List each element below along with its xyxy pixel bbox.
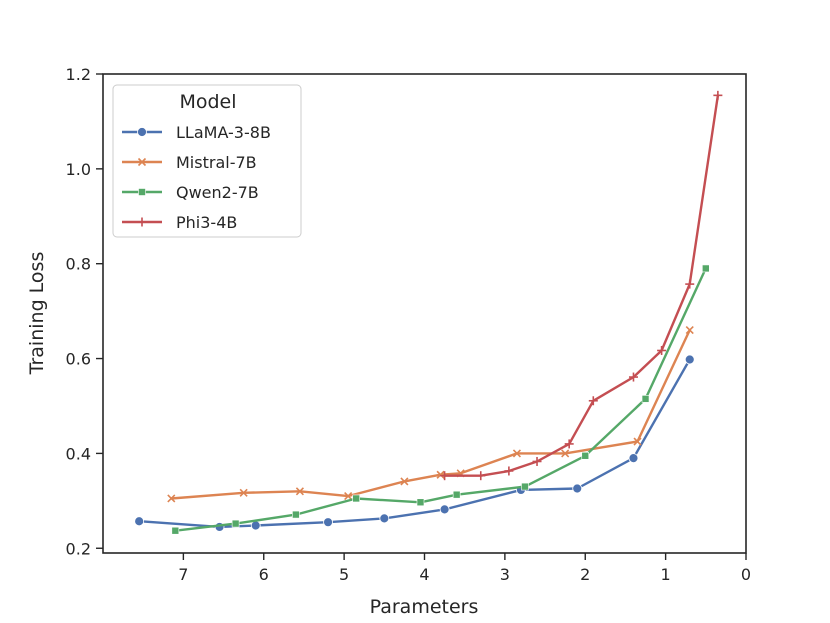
series-mistral-7b (167, 326, 694, 503)
y-tick-label: 1.2 (66, 65, 91, 84)
x-tick-label: 5 (339, 565, 349, 584)
data-point-llama-3-8b (628, 453, 639, 464)
data-point-qwen2-7b (452, 490, 461, 499)
x-tick-label: 1 (661, 565, 671, 584)
legend-item-phi3-4b: Phi3-4B (122, 213, 237, 232)
data-point-phi3-4b (564, 439, 574, 449)
data-point-phi3-4b (685, 279, 695, 289)
data-point-qwen2-7b (171, 526, 180, 535)
data-point-phi3-4b (504, 466, 514, 476)
data-point-llama-3-8b (323, 517, 333, 528)
data-point-qwen2-7b (702, 264, 710, 273)
data-point-mistral-7b (561, 449, 570, 458)
series-line-qwen2-7b (174, 267, 707, 532)
legend-label-qwen2-7b: Qwen2-7B (176, 183, 259, 202)
data-point-llama-3-8b (379, 513, 390, 524)
legend-label-llama-3-8b: LLaMA-3-8B (176, 123, 271, 142)
data-point-phi3-4b (628, 372, 638, 382)
series-line-phi3-4b (443, 94, 720, 477)
data-point-qwen2-7b (231, 519, 240, 528)
data-point-phi3-4b (713, 90, 723, 100)
data-point-qwen2-7b (521, 482, 529, 491)
legend-item-qwen2-7b: Qwen2-7B (122, 183, 259, 202)
data-point-qwen2-7b (641, 395, 650, 403)
data-point-mistral-7b (685, 326, 694, 335)
y-tick-label: 0.2 (66, 539, 91, 558)
series-llama-3-8b (134, 354, 695, 532)
data-point-phi3-4b (440, 471, 450, 481)
data-point-phi3-4b (476, 471, 486, 481)
x-tick-label: 2 (580, 565, 590, 584)
y-tick-label: 0.6 (66, 350, 91, 369)
data-point-qwen2-7b (581, 451, 590, 460)
x-axis-label: Parameters (370, 596, 479, 618)
y-tick-label: 0.8 (66, 255, 91, 274)
ticks-layer: 7 6 5 4 3 2 1 0 0.2 0.4 0.6 0.8 1.0 1.2 (66, 65, 752, 584)
legend-title: Model (179, 91, 236, 113)
legend-label-phi3-4b: Phi3-4B (176, 213, 237, 232)
legend-marker-phi3-4b (137, 217, 147, 227)
data-point-mistral-7b (239, 488, 248, 497)
legend-marker-mistral-7b (137, 157, 147, 167)
data-point-mistral-7b (633, 437, 642, 446)
data-point-llama-3-8b (572, 483, 583, 494)
x-tick-label: 4 (419, 565, 429, 584)
data-point-llama-3-8b (684, 354, 695, 365)
legend-item-mistral-7b: Mistral-7B (122, 153, 257, 172)
legend-marker-llama-3-8b (137, 127, 147, 137)
data-point-qwen2-7b (352, 494, 360, 503)
series-qwen2-7b (171, 264, 710, 535)
legend-item-llama-3-8b: LLaMA-3-8B (122, 123, 271, 142)
data-point-llama-3-8b (439, 504, 450, 515)
x-tick-label: 0 (741, 565, 751, 584)
data-point-mistral-7b (295, 487, 304, 496)
data-point-llama-3-8b (134, 516, 145, 527)
y-axis-label: Training Loss (26, 252, 48, 376)
series-line-mistral-7b (170, 328, 691, 500)
data-point-llama-3-8b (250, 520, 261, 531)
data-point-phi3-4b (657, 345, 667, 355)
legend-marker-qwen2-7b (138, 188, 146, 196)
legend: Model LLaMA-3-8B Mistral-7B Qwen2-7B Phi3-4… (112, 84, 302, 238)
data-point-mistral-7b (344, 492, 353, 501)
data-point-qwen2-7b (292, 510, 300, 519)
x-tick-label: 3 (500, 565, 510, 584)
data-point-mistral-7b (512, 449, 521, 458)
series-layer (134, 90, 723, 535)
series-phi3-4b (440, 90, 723, 481)
data-point-mistral-7b (436, 470, 445, 479)
data-point-phi3-4b (532, 456, 542, 466)
y-tick-label: 1.0 (66, 160, 91, 179)
legend-label-mistral-7b: Mistral-7B (176, 153, 257, 172)
data-point-mistral-7b (400, 477, 409, 486)
data-point-mistral-7b (167, 494, 176, 503)
data-point-phi3-4b (588, 396, 598, 406)
y-tick-label: 0.4 (66, 444, 91, 463)
x-tick-label: 6 (259, 565, 269, 584)
legend-box (112, 84, 302, 238)
data-point-qwen2-7b (416, 498, 425, 507)
x-tick-label: 7 (178, 565, 188, 584)
